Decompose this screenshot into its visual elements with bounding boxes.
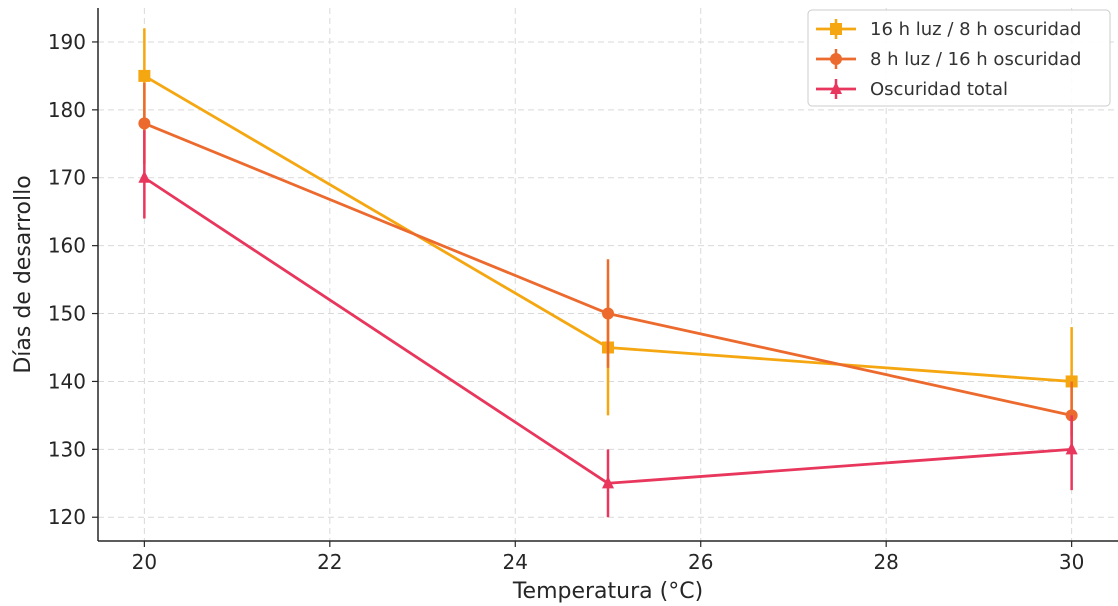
data-point-1-1 bbox=[602, 307, 614, 320]
data-point-2-0 bbox=[138, 170, 151, 183]
data-point-1-0 bbox=[138, 117, 151, 130]
x-tick-label-20: 20 bbox=[132, 550, 157, 574]
legend-label-2: Oscuridad total bbox=[870, 79, 1008, 100]
y-axis-label: Días de desarrollo bbox=[11, 175, 36, 373]
data-point-0-0 bbox=[138, 69, 151, 82]
legend-box bbox=[807, 9, 1111, 107]
y-tick-label-170: 170 bbox=[48, 166, 86, 190]
legend: 16 h luz / 8 h oscuridad 8 h luz / 16 h o… bbox=[807, 9, 1111, 107]
y-tick-label-180: 180 bbox=[48, 98, 86, 122]
data-point-2-1 bbox=[602, 476, 614, 489]
legend-entry-0: 16 h luz / 8 h oscuridad bbox=[816, 19, 1081, 40]
y-tick-label-130: 130 bbox=[48, 437, 86, 461]
x-tick-label-22: 22 bbox=[317, 550, 342, 574]
y-tick-label-120: 120 bbox=[48, 505, 86, 529]
legend-marker-1 bbox=[830, 53, 842, 65]
legend-label-1: 8 h luz / 16 h oscuridad bbox=[870, 49, 1081, 70]
x-tick-label-26: 26 bbox=[688, 550, 713, 574]
series-layer bbox=[138, 28, 1078, 518]
axes: 20 22 24 26 28 30 120 130 140 150 160 170 180 190 bbox=[48, 8, 1118, 574]
x-tick-label-24: 24 bbox=[503, 550, 528, 574]
legend-marker-0 bbox=[830, 23, 842, 35]
legend-marker-2 bbox=[830, 81, 842, 95]
y-tick-label-160: 160 bbox=[48, 234, 86, 258]
series-2 bbox=[138, 130, 1078, 518]
x-tick-label-30: 30 bbox=[1059, 550, 1084, 574]
y-tick-label-140: 140 bbox=[48, 369, 86, 393]
legend-entry-2: Oscuridad total bbox=[816, 79, 1008, 100]
legend-entry-1: 8 h luz / 16 h oscuridad bbox=[816, 49, 1081, 70]
x-axis-label: Temperatura (°C) bbox=[512, 579, 703, 604]
x-tick-label-28: 28 bbox=[873, 550, 898, 574]
legend-label-0: 16 h luz / 8 h oscuridad bbox=[870, 19, 1081, 40]
data-point-2-2 bbox=[1065, 442, 1078, 455]
y-tick-label-150: 150 bbox=[48, 302, 86, 326]
y-tick-label-190: 190 bbox=[48, 30, 86, 54]
